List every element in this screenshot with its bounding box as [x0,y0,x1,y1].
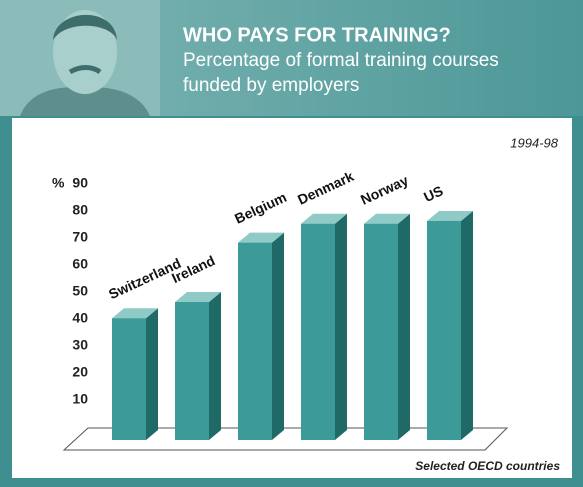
bar [427,221,461,440]
title: WHO PAYS FOR TRAINING? [183,24,451,46]
bar-side [461,211,473,440]
x-axis-label: Selected OECD countries [415,459,560,473]
y-tick-label: 80 [72,202,88,218]
y-tick-label: 20 [72,364,88,380]
bar-side [398,214,410,440]
plot-panel [12,118,572,478]
y-tick-label: 30 [72,337,88,353]
y-axis-label: % [52,175,65,191]
bar [175,302,209,440]
period: 1994-98 [510,135,558,150]
bar-side [272,233,284,440]
subtitle: Percentage of formal training courses fu… [183,48,543,98]
y-tick-label: 90 [72,175,88,191]
bar-side [335,214,347,440]
y-tick-label: 40 [72,310,88,326]
bar-side [209,292,221,440]
bar [238,243,272,440]
bar-side [146,308,158,440]
bar [301,224,335,440]
y-tick-label: 70 [72,229,88,245]
y-tick-label: 60 [72,256,88,272]
y-tick-label: 50 [72,283,88,299]
portrait [0,0,160,116]
subtitle-box: Percentage of formal training courses fu… [183,48,543,108]
chart: WHO PAYS FOR TRAINING? Percentage of for… [0,0,583,487]
bar [112,318,146,440]
y-tick-label: 10 [72,391,88,407]
bar [364,224,398,440]
